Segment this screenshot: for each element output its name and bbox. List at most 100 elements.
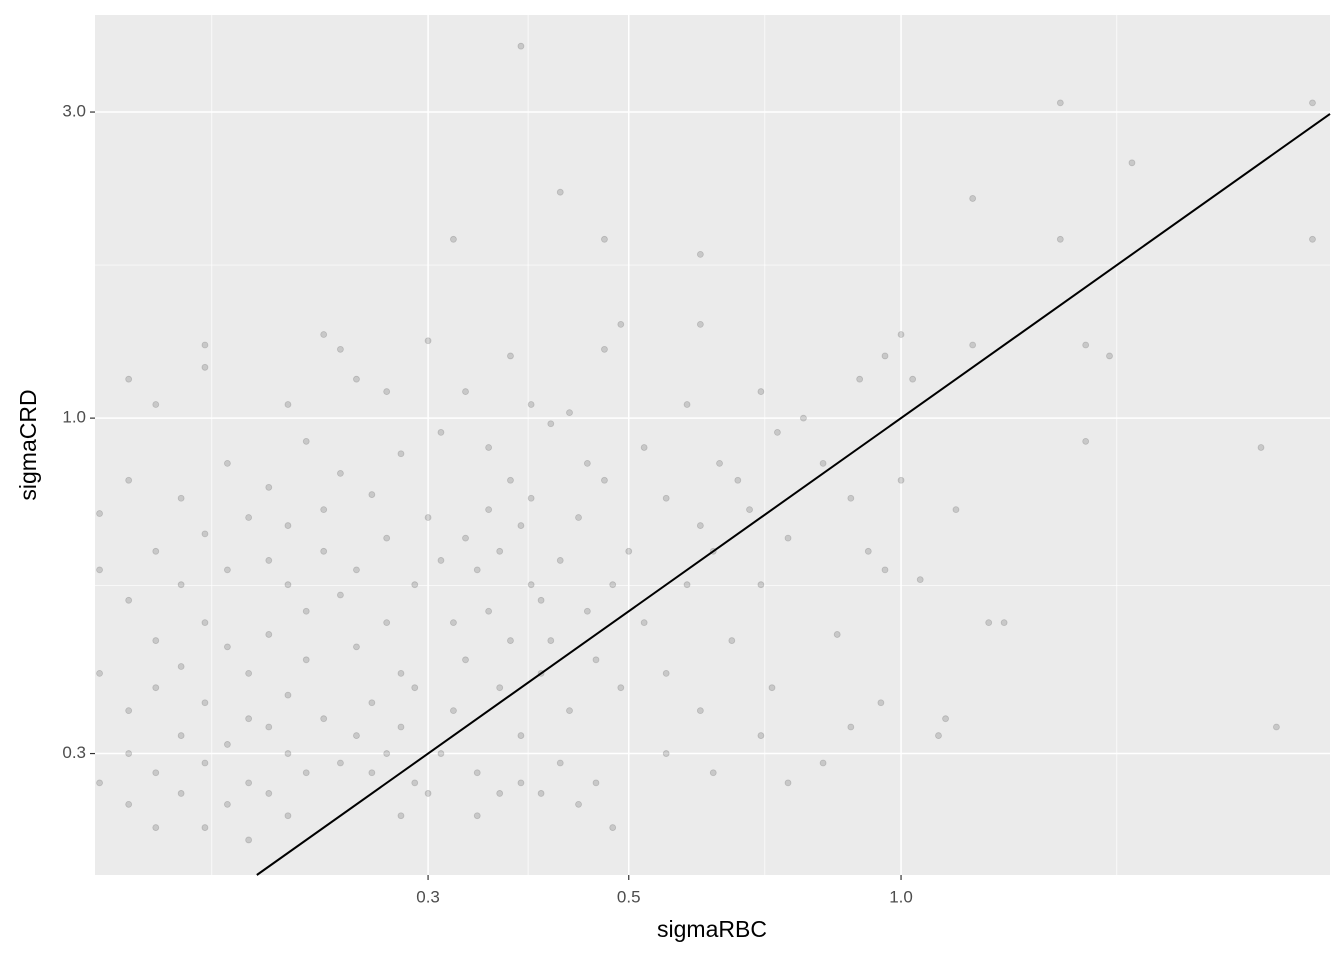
point bbox=[566, 409, 573, 417]
point bbox=[881, 566, 889, 574]
point bbox=[662, 750, 670, 757]
point bbox=[368, 491, 376, 498]
point bbox=[177, 663, 185, 670]
point bbox=[245, 514, 253, 521]
point bbox=[245, 836, 253, 844]
point bbox=[383, 619, 391, 627]
point bbox=[609, 824, 617, 831]
point bbox=[784, 779, 792, 787]
point bbox=[368, 699, 376, 707]
point bbox=[223, 800, 231, 808]
point bbox=[223, 741, 231, 748]
point bbox=[485, 506, 493, 514]
point bbox=[450, 707, 457, 715]
point bbox=[337, 470, 344, 477]
point bbox=[496, 684, 504, 692]
point bbox=[1128, 159, 1136, 167]
point bbox=[125, 476, 133, 484]
point bbox=[353, 566, 360, 574]
point bbox=[935, 732, 942, 739]
point bbox=[437, 429, 445, 436]
point bbox=[583, 607, 591, 615]
point bbox=[302, 607, 310, 615]
point bbox=[368, 769, 376, 777]
point bbox=[734, 476, 742, 484]
point bbox=[125, 800, 133, 808]
point bbox=[1056, 99, 1064, 107]
point bbox=[397, 723, 405, 731]
point bbox=[609, 581, 617, 589]
point bbox=[152, 401, 160, 408]
point bbox=[856, 375, 864, 383]
y-axis-title: sigmaCRD bbox=[15, 389, 41, 500]
point bbox=[696, 707, 704, 715]
point bbox=[601, 476, 608, 484]
point bbox=[450, 619, 457, 627]
point bbox=[683, 581, 691, 589]
point bbox=[473, 812, 481, 820]
point bbox=[450, 235, 457, 243]
point bbox=[517, 732, 525, 739]
point bbox=[96, 779, 103, 787]
point bbox=[320, 715, 328, 723]
x-axis-title: sigmaRBC bbox=[657, 916, 767, 942]
point bbox=[201, 759, 209, 767]
point bbox=[847, 494, 855, 502]
y-tick-label: 1.0 bbox=[62, 408, 86, 427]
point bbox=[496, 547, 504, 555]
point bbox=[201, 699, 209, 707]
point bbox=[284, 401, 292, 408]
x-tick-label: 1.0 bbox=[889, 887, 913, 906]
point bbox=[819, 459, 827, 467]
point bbox=[152, 824, 160, 831]
point bbox=[556, 557, 564, 564]
point bbox=[177, 494, 185, 502]
point bbox=[1056, 235, 1064, 243]
point bbox=[527, 581, 535, 589]
point bbox=[1273, 723, 1280, 731]
panel bbox=[95, 15, 1330, 875]
point bbox=[728, 637, 736, 644]
point bbox=[397, 812, 405, 820]
point bbox=[152, 547, 160, 555]
point bbox=[177, 581, 185, 589]
point bbox=[96, 566, 103, 574]
point bbox=[223, 566, 231, 574]
point bbox=[485, 444, 493, 451]
point bbox=[881, 352, 889, 360]
point bbox=[411, 684, 419, 692]
point bbox=[245, 779, 253, 787]
point bbox=[125, 375, 133, 383]
point bbox=[496, 790, 504, 797]
point bbox=[284, 691, 292, 699]
point bbox=[1082, 341, 1090, 349]
point bbox=[757, 581, 765, 589]
point bbox=[353, 643, 360, 651]
point bbox=[125, 707, 133, 715]
point bbox=[424, 790, 432, 797]
point bbox=[302, 656, 310, 664]
point bbox=[527, 494, 535, 502]
point bbox=[353, 732, 360, 739]
x-tick-label: 0.5 bbox=[617, 887, 641, 906]
point bbox=[819, 759, 827, 767]
point bbox=[1000, 619, 1008, 627]
point bbox=[952, 506, 960, 514]
point bbox=[424, 514, 432, 521]
point bbox=[337, 591, 344, 599]
point bbox=[152, 637, 160, 644]
point bbox=[517, 42, 525, 50]
point bbox=[284, 750, 292, 757]
point bbox=[177, 790, 185, 797]
point bbox=[864, 547, 872, 555]
point bbox=[833, 631, 841, 638]
y-tick-label: 0.3 bbox=[62, 743, 86, 762]
point bbox=[265, 631, 273, 638]
point bbox=[337, 345, 344, 353]
point bbox=[517, 779, 525, 787]
point bbox=[527, 401, 535, 408]
point bbox=[592, 779, 600, 787]
point bbox=[575, 800, 582, 808]
point bbox=[592, 656, 600, 664]
point bbox=[662, 494, 670, 502]
